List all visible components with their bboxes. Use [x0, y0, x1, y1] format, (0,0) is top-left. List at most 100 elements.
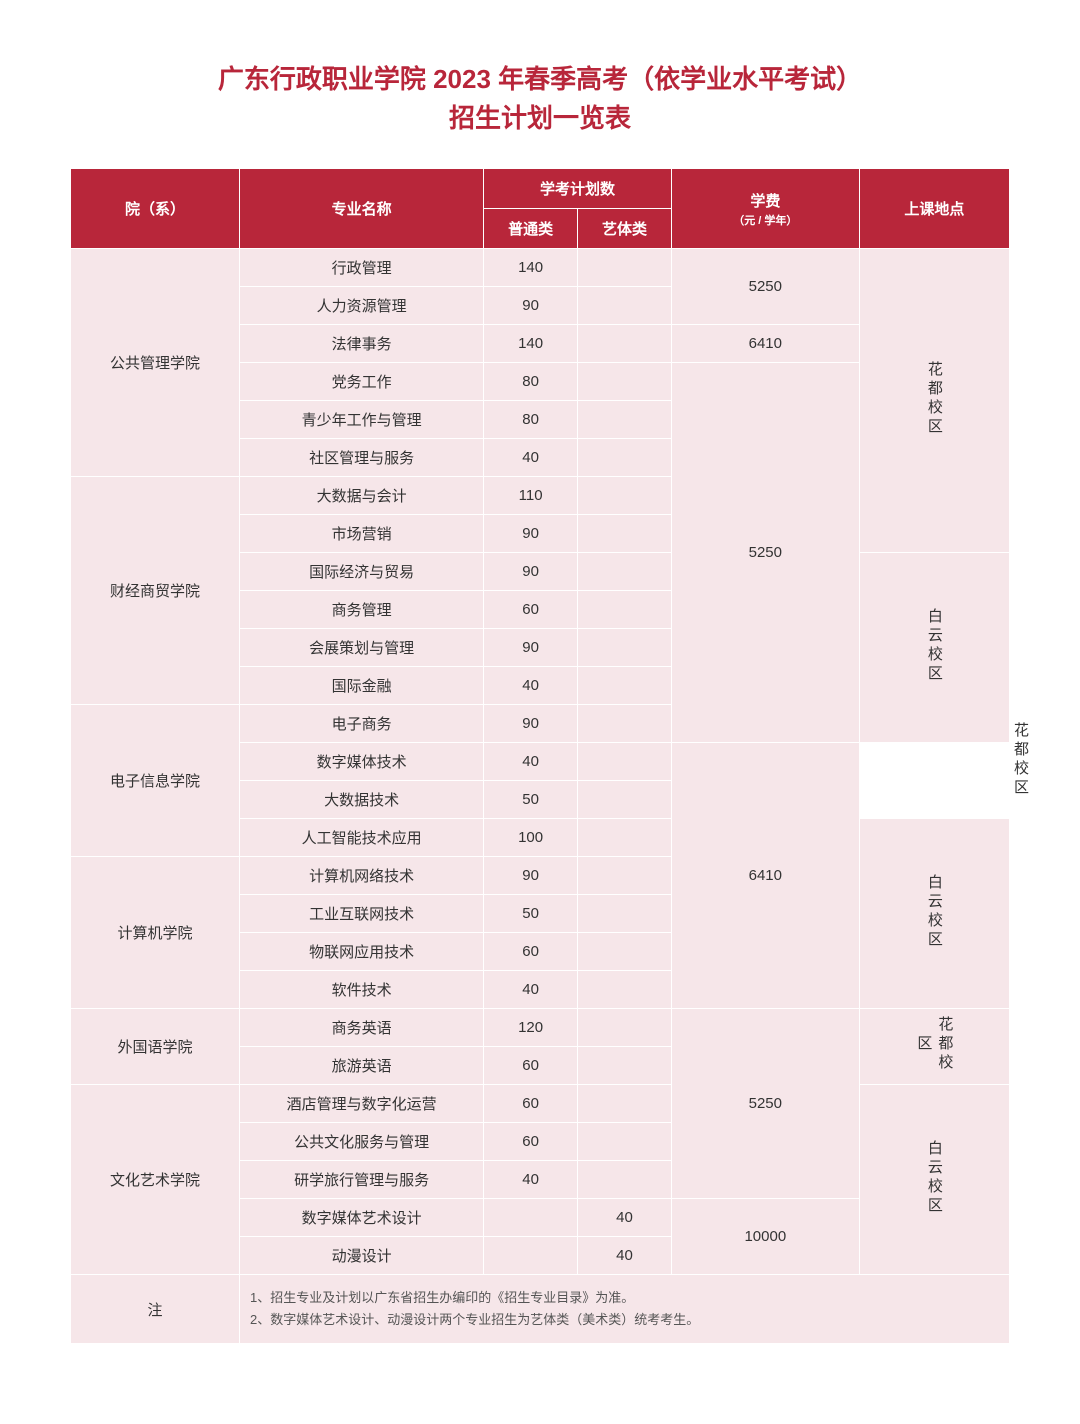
page-title: 广东行政职业学院 2023 年春季高考（依学业水平考试） 招生计划一览表: [70, 60, 1010, 138]
major-cell: 物联网应用技术: [240, 933, 484, 971]
dept-cell: 外国语学院: [71, 1009, 240, 1085]
location-cell: 花都校区: [859, 249, 1009, 553]
art-cell: [578, 401, 672, 439]
page: 广东行政职业学院 2023 年春季高考（依学业水平考试） 招生计划一览表 院（系…: [0, 0, 1080, 1424]
general-cell: 40: [484, 667, 578, 705]
major-cell: 动漫设计: [240, 1237, 484, 1275]
title-line-2: 招生计划一览表: [449, 103, 631, 133]
general-cell: 90: [484, 629, 578, 667]
major-cell: 商务英语: [240, 1009, 484, 1047]
major-cell: 大数据与会计: [240, 477, 484, 515]
art-cell: [578, 287, 672, 325]
location-text: 白云校区: [924, 608, 945, 684]
art-cell: [578, 705, 672, 743]
art-cell: [578, 325, 672, 363]
general-cell: 60: [484, 1085, 578, 1123]
major-cell: 法律事务: [240, 325, 484, 363]
general-cell: 50: [484, 895, 578, 933]
th-plan-art: 艺体类: [578, 209, 672, 249]
dept-cell: 计算机学院: [71, 857, 240, 1009]
table-row: 外国语学院 商务英语 120 5250 花都校区: [71, 1009, 1010, 1047]
general-cell: 110: [484, 477, 578, 515]
art-cell: [578, 439, 672, 477]
general-cell: 90: [484, 705, 578, 743]
general-cell: 80: [484, 363, 578, 401]
art-cell: [578, 515, 672, 553]
major-cell: 数字媒体艺术设计: [240, 1199, 484, 1237]
art-cell: [578, 1123, 672, 1161]
major-cell: 会展策划与管理: [240, 629, 484, 667]
major-cell: 工业互联网技术: [240, 895, 484, 933]
art-cell: [578, 553, 672, 591]
fee-cell: 5250: [671, 249, 859, 325]
note-label: 注: [71, 1275, 240, 1344]
table-row: 文化艺术学院 酒店管理与数字化运营 60 白云校区: [71, 1085, 1010, 1123]
art-cell: [578, 971, 672, 1009]
general-cell: 40: [484, 743, 578, 781]
general-cell: 60: [484, 591, 578, 629]
dept-cell: 财经商贸学院: [71, 477, 240, 705]
location-cell: 白云校区: [859, 1085, 1009, 1275]
art-cell: [578, 1009, 672, 1047]
art-cell: [578, 477, 672, 515]
location-cell: 白云校区: [859, 553, 1009, 743]
note-line-2: 2、数字媒体艺术设计、动漫设计两个专业招生为艺体类（美术类）统考考生。: [250, 1312, 699, 1327]
location-cell: 花都校区: [859, 1009, 1009, 1085]
general-cell: 40: [484, 1161, 578, 1199]
major-cell: 数字媒体技术: [240, 743, 484, 781]
th-fee: 学费 （元 / 学年）: [671, 169, 859, 249]
art-cell: 40: [578, 1237, 672, 1275]
art-cell: [578, 743, 672, 781]
enrollment-table: 院（系） 专业名称 学考计划数 学费 （元 / 学年） 上课地点 普通类 艺体类…: [70, 168, 1010, 1344]
dept-cell: 公共管理学院: [71, 249, 240, 477]
general-cell: 90: [484, 515, 578, 553]
fee-cell: 10000: [671, 1199, 859, 1275]
location-text: 花都校区: [1010, 722, 1031, 798]
general-cell: 40: [484, 971, 578, 1009]
general-cell: 60: [484, 1047, 578, 1085]
art-cell: [578, 249, 672, 287]
major-cell: 计算机网络技术: [240, 857, 484, 895]
art-cell: [578, 781, 672, 819]
th-location: 上课地点: [859, 169, 1009, 249]
title-line-1: 广东行政职业学院 2023 年春季高考（依学业水平考试）: [218, 64, 862, 94]
general-cell: 140: [484, 249, 578, 287]
dept-cell: 电子信息学院: [71, 705, 240, 857]
major-cell: 人工智能技术应用: [240, 819, 484, 857]
major-cell: 研学旅行管理与服务: [240, 1161, 484, 1199]
major-cell: 行政管理: [240, 249, 484, 287]
major-cell: 公共文化服务与管理: [240, 1123, 484, 1161]
th-plan-group: 学考计划数: [484, 169, 672, 209]
general-cell: 90: [484, 553, 578, 591]
location-text: 花都校区: [913, 1007, 955, 1082]
general-cell: 80: [484, 401, 578, 439]
major-cell: 旅游英语: [240, 1047, 484, 1085]
major-cell: 大数据技术: [240, 781, 484, 819]
fee-cell: 5250: [671, 1009, 859, 1199]
table-row: 公共管理学院 行政管理 140 5250 花都校区: [71, 249, 1010, 287]
major-cell: 软件技术: [240, 971, 484, 1009]
location-text: 白云校区: [924, 1140, 945, 1216]
art-cell: 40: [578, 1199, 672, 1237]
art-cell: [578, 857, 672, 895]
fee-cell: 6410: [671, 325, 859, 363]
art-cell: [578, 819, 672, 857]
art-cell: [578, 629, 672, 667]
table-body: 公共管理学院 行政管理 140 5250 花都校区 人力资源管理 90 法律事务…: [71, 249, 1010, 1344]
fee-cell: 6410: [671, 743, 859, 1009]
art-cell: [578, 363, 672, 401]
major-cell: 社区管理与服务: [240, 439, 484, 477]
major-cell: 国际金融: [240, 667, 484, 705]
th-plan-general: 普通类: [484, 209, 578, 249]
th-fee-label: 学费: [750, 193, 780, 210]
major-cell: 青少年工作与管理: [240, 401, 484, 439]
general-cell: 100: [484, 819, 578, 857]
major-cell: 党务工作: [240, 363, 484, 401]
major-cell: 市场营销: [240, 515, 484, 553]
art-cell: [578, 591, 672, 629]
note-line-1: 1、招生专业及计划以广东省招生办编印的《招生专业目录》为准。: [250, 1290, 634, 1305]
fee-cell: 5250: [671, 363, 859, 743]
general-cell: 120: [484, 1009, 578, 1047]
location-cell: 白云校区: [859, 819, 1009, 1009]
note-content: 1、招生专业及计划以广东省招生办编印的《招生专业目录》为准。 2、数字媒体艺术设…: [240, 1275, 1010, 1344]
